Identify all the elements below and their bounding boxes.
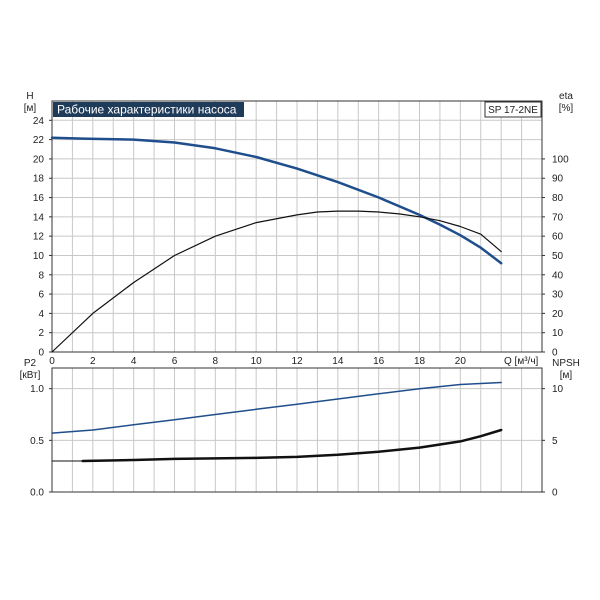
y-right-axis-label: NPSH <box>552 358 580 369</box>
chart-title: Рабочие характеристики насоса <box>57 103 237 117</box>
y-left-tick-label: 2 <box>38 328 44 339</box>
x-tick-label: 18 <box>414 356 426 367</box>
series-line-1-0 <box>51 381 502 434</box>
x-tick-label: 0 <box>49 356 55 367</box>
y-right-tick-label: 90 <box>552 174 564 185</box>
y-right-tick-label: 5 <box>552 436 558 447</box>
chart-title-box <box>53 102 244 117</box>
y-left-axis-unit: [м] <box>24 103 37 114</box>
y-left-axis-label: H <box>26 91 33 102</box>
y-left-tick-label: 14 <box>33 212 45 223</box>
y-left-tick-label: 0.0 <box>30 488 44 499</box>
series-line-0-0 <box>50 136 503 265</box>
y-right-tick-label: 100 <box>552 154 569 165</box>
y-left-tick-label: 4 <box>38 309 44 320</box>
x-tick-label: 14 <box>332 356 344 367</box>
y-right-tick-label: 60 <box>552 232 564 243</box>
y-right-tick-label: 10 <box>552 384 564 395</box>
y-right-tick-label: 50 <box>552 251 564 262</box>
x-tick-label: 10 <box>251 356 263 367</box>
x-tick-label: 12 <box>291 356 303 367</box>
y-left-tick-label: 16 <box>33 193 45 204</box>
y-left-tick-label: 22 <box>33 135 45 146</box>
y-right-tick-label: 30 <box>552 290 564 301</box>
y-right-tick-label: 0 <box>552 488 558 499</box>
x-tick-label: 8 <box>213 356 219 367</box>
y-right-tick-label: 80 <box>552 193 564 204</box>
y-right-axis-unit: [м] <box>560 370 573 381</box>
y-left-tick-label: 0 <box>38 348 44 359</box>
x-tick-label: 4 <box>131 356 137 367</box>
y-left-tick-label: 8 <box>38 270 44 281</box>
y-right-tick-label: 0 <box>552 348 558 359</box>
plot-frame <box>51 100 543 353</box>
series-line-1-1 <box>81 428 503 463</box>
y-right-tick-label: 70 <box>552 212 564 223</box>
y-right-tick-label: 40 <box>552 270 564 281</box>
x-axis-label: Q [м³/ч] <box>504 356 539 367</box>
plot-frame <box>51 367 543 493</box>
y-left-axis-label: P2 <box>24 358 37 369</box>
x-tick-label: 16 <box>373 356 385 367</box>
y-left-tick-label: 10 <box>33 251 45 262</box>
y-left-tick-label: 20 <box>33 154 45 165</box>
y-right-axis-unit: [%] <box>559 103 574 114</box>
y-right-axis-label: eta <box>559 91 573 102</box>
x-tick-label: 2 <box>90 356 96 367</box>
y-left-tick-label: 18 <box>33 174 45 185</box>
model-label-box <box>484 101 542 118</box>
y-left-tick-label: 1.0 <box>30 384 44 395</box>
series-line-0-1 <box>51 210 502 353</box>
y-left-tick-label: 24 <box>33 116 45 127</box>
y-left-axis-unit: [кВт] <box>20 370 41 381</box>
y-left-tick-label: 0.5 <box>30 436 44 447</box>
y-right-tick-label: 20 <box>552 309 564 320</box>
x-tick-label: 20 <box>455 356 467 367</box>
model-label: SP 17-2NE <box>488 105 538 116</box>
y-right-tick-label: 10 <box>552 328 564 339</box>
y-left-tick-label: 6 <box>38 290 44 301</box>
y-left-tick-label: 12 <box>33 232 45 243</box>
x-tick-label: 6 <box>172 356 178 367</box>
